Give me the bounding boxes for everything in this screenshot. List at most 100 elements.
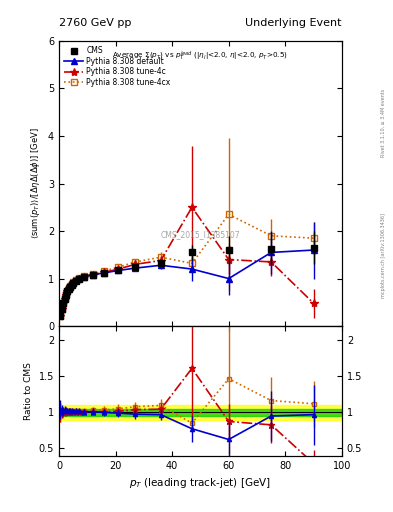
Pythia 8.308 default bbox=[66, 285, 71, 291]
CMS bbox=[65, 288, 70, 294]
Pythia 8.308 default bbox=[311, 247, 316, 253]
Pythia 8.308 default bbox=[158, 262, 163, 268]
Pythia 8.308 default bbox=[64, 291, 68, 297]
CMS bbox=[102, 270, 107, 276]
Pythia 8.308 tune-4cx bbox=[69, 281, 74, 287]
Pythia 8.308 default bbox=[65, 287, 70, 293]
Pythia 8.308 tune-4c bbox=[58, 312, 63, 318]
Pythia 8.308 default bbox=[116, 267, 121, 273]
Pythia 8.308 tune-4cx bbox=[90, 271, 95, 277]
Pythia 8.308 tune-4c bbox=[64, 292, 68, 298]
Pythia 8.308 default bbox=[189, 266, 194, 272]
Pythia 8.308 default bbox=[269, 249, 274, 255]
Pythia 8.308 tune-4c bbox=[65, 288, 70, 294]
CMS bbox=[269, 246, 274, 252]
CMS bbox=[69, 282, 74, 288]
Pythia 8.308 default bbox=[62, 294, 67, 301]
Pythia 8.308 tune-4cx bbox=[158, 254, 163, 260]
Pythia 8.308 default bbox=[226, 275, 231, 282]
CMS bbox=[58, 312, 63, 318]
Line: Pythia 8.308 default: Pythia 8.308 default bbox=[58, 247, 316, 318]
Pythia 8.308 default bbox=[69, 281, 74, 287]
Pythia 8.308 tune-4cx bbox=[269, 233, 274, 239]
CMS bbox=[311, 245, 316, 251]
Line: CMS: CMS bbox=[58, 245, 316, 318]
Pythia 8.308 tune-4c bbox=[73, 278, 78, 284]
CMS bbox=[62, 295, 67, 302]
Pythia 8.308 tune-4cx bbox=[58, 312, 63, 318]
Pythia 8.308 default bbox=[76, 275, 81, 281]
Text: Average $\Sigma(p_T)$ vs $p_T^{lead}$ ($|\eta_l|$<2.0, $\eta|$<2.0, $p_T$>0.5): Average $\Sigma(p_T)$ vs $p_T^{lead}$ ($… bbox=[112, 50, 288, 63]
Y-axis label: $\langle$sum$(p_T)\rangle$/$[\Delta\eta\Delta(\Delta\phi)]$ [GeV]: $\langle$sum$(p_T)\rangle$/$[\Delta\eta\… bbox=[29, 127, 42, 240]
Pythia 8.308 tune-4c bbox=[133, 261, 138, 267]
CMS bbox=[66, 286, 71, 292]
Pythia 8.308 default bbox=[73, 277, 78, 283]
Pythia 8.308 tune-4cx bbox=[65, 288, 70, 294]
CMS bbox=[90, 272, 95, 279]
CMS bbox=[71, 280, 75, 286]
Pythia 8.308 tune-4c bbox=[90, 272, 95, 278]
Pythia 8.308 tune-4cx bbox=[62, 295, 67, 301]
Pythia 8.308 tune-4cx bbox=[73, 277, 78, 283]
CMS bbox=[59, 306, 64, 312]
Pythia 8.308 tune-4c bbox=[82, 273, 87, 280]
Pythia 8.308 tune-4cx bbox=[133, 259, 138, 265]
CMS bbox=[158, 260, 163, 266]
Pythia 8.308 tune-4cx bbox=[66, 285, 71, 291]
Pythia 8.308 default bbox=[58, 312, 63, 318]
Text: Rivet 3.1.10, ≥ 3.4M events: Rivet 3.1.10, ≥ 3.4M events bbox=[381, 89, 386, 157]
CMS bbox=[76, 276, 81, 282]
Pythia 8.308 default bbox=[90, 272, 95, 278]
Legend: CMS, Pythia 8.308 default, Pythia 8.308 tune-4c, Pythia 8.308 tune-4cx: CMS, Pythia 8.308 default, Pythia 8.308 … bbox=[63, 45, 172, 89]
Pythia 8.308 tune-4c bbox=[311, 300, 316, 306]
Bar bbox=[59, 406, 342, 420]
Line: Pythia 8.308 tune-4cx: Pythia 8.308 tune-4cx bbox=[58, 211, 316, 318]
Pythia 8.308 default bbox=[71, 279, 75, 285]
Pythia 8.308 tune-4c bbox=[76, 275, 81, 282]
Pythia 8.308 default bbox=[59, 306, 64, 312]
CMS bbox=[68, 284, 73, 290]
Pythia 8.308 tune-4c bbox=[189, 204, 194, 210]
Y-axis label: Ratio to CMS: Ratio to CMS bbox=[24, 362, 33, 420]
Pythia 8.308 tune-4c bbox=[269, 259, 274, 265]
Pythia 8.308 default bbox=[133, 265, 138, 271]
Text: mcplots.cern.ch [arXiv:1306.3436]: mcplots.cern.ch [arXiv:1306.3436] bbox=[381, 214, 386, 298]
Pythia 8.308 default bbox=[102, 270, 107, 276]
X-axis label: $p_T$ (leading track-jet) [GeV]: $p_T$ (leading track-jet) [GeV] bbox=[129, 476, 272, 490]
Text: 2760 GeV pp: 2760 GeV pp bbox=[59, 18, 131, 28]
Pythia 8.308 tune-4cx bbox=[311, 235, 316, 241]
Pythia 8.308 default bbox=[82, 273, 87, 280]
Pythia 8.308 tune-4c bbox=[226, 257, 231, 263]
Pythia 8.308 tune-4cx bbox=[64, 291, 68, 297]
Pythia 8.308 tune-4cx bbox=[226, 211, 231, 218]
Pythia 8.308 tune-4cx bbox=[116, 264, 121, 270]
Pythia 8.308 tune-4cx bbox=[189, 260, 194, 266]
Pythia 8.308 tune-4c bbox=[59, 306, 64, 312]
Pythia 8.308 tune-4cx bbox=[68, 283, 73, 289]
Pythia 8.308 tune-4c bbox=[102, 269, 107, 275]
Pythia 8.308 tune-4c bbox=[69, 281, 74, 287]
Pythia 8.308 tune-4c bbox=[116, 266, 121, 272]
CMS bbox=[133, 264, 138, 270]
Pythia 8.308 tune-4cx bbox=[76, 275, 81, 281]
CMS bbox=[189, 249, 194, 255]
Text: Underlying Event: Underlying Event bbox=[245, 18, 342, 28]
CMS bbox=[82, 274, 87, 280]
Pythia 8.308 tune-4cx bbox=[102, 268, 107, 274]
CMS bbox=[116, 267, 121, 273]
Pythia 8.308 tune-4c bbox=[158, 258, 163, 264]
Pythia 8.308 tune-4cx bbox=[59, 306, 64, 312]
Pythia 8.308 tune-4c bbox=[68, 283, 73, 289]
CMS bbox=[226, 247, 231, 253]
Pythia 8.308 tune-4cx bbox=[71, 279, 75, 285]
Text: CMS_2015_I1385107: CMS_2015_I1385107 bbox=[161, 230, 240, 239]
Pythia 8.308 tune-4c bbox=[61, 300, 66, 306]
Pythia 8.308 tune-4c bbox=[71, 280, 75, 286]
CMS bbox=[61, 300, 66, 306]
Pythia 8.308 default bbox=[68, 283, 73, 289]
Bar bbox=[59, 409, 342, 416]
CMS bbox=[73, 278, 78, 284]
Pythia 8.308 default bbox=[61, 300, 66, 306]
Line: Pythia 8.308 tune-4c: Pythia 8.308 tune-4c bbox=[56, 203, 318, 320]
CMS bbox=[64, 292, 68, 298]
